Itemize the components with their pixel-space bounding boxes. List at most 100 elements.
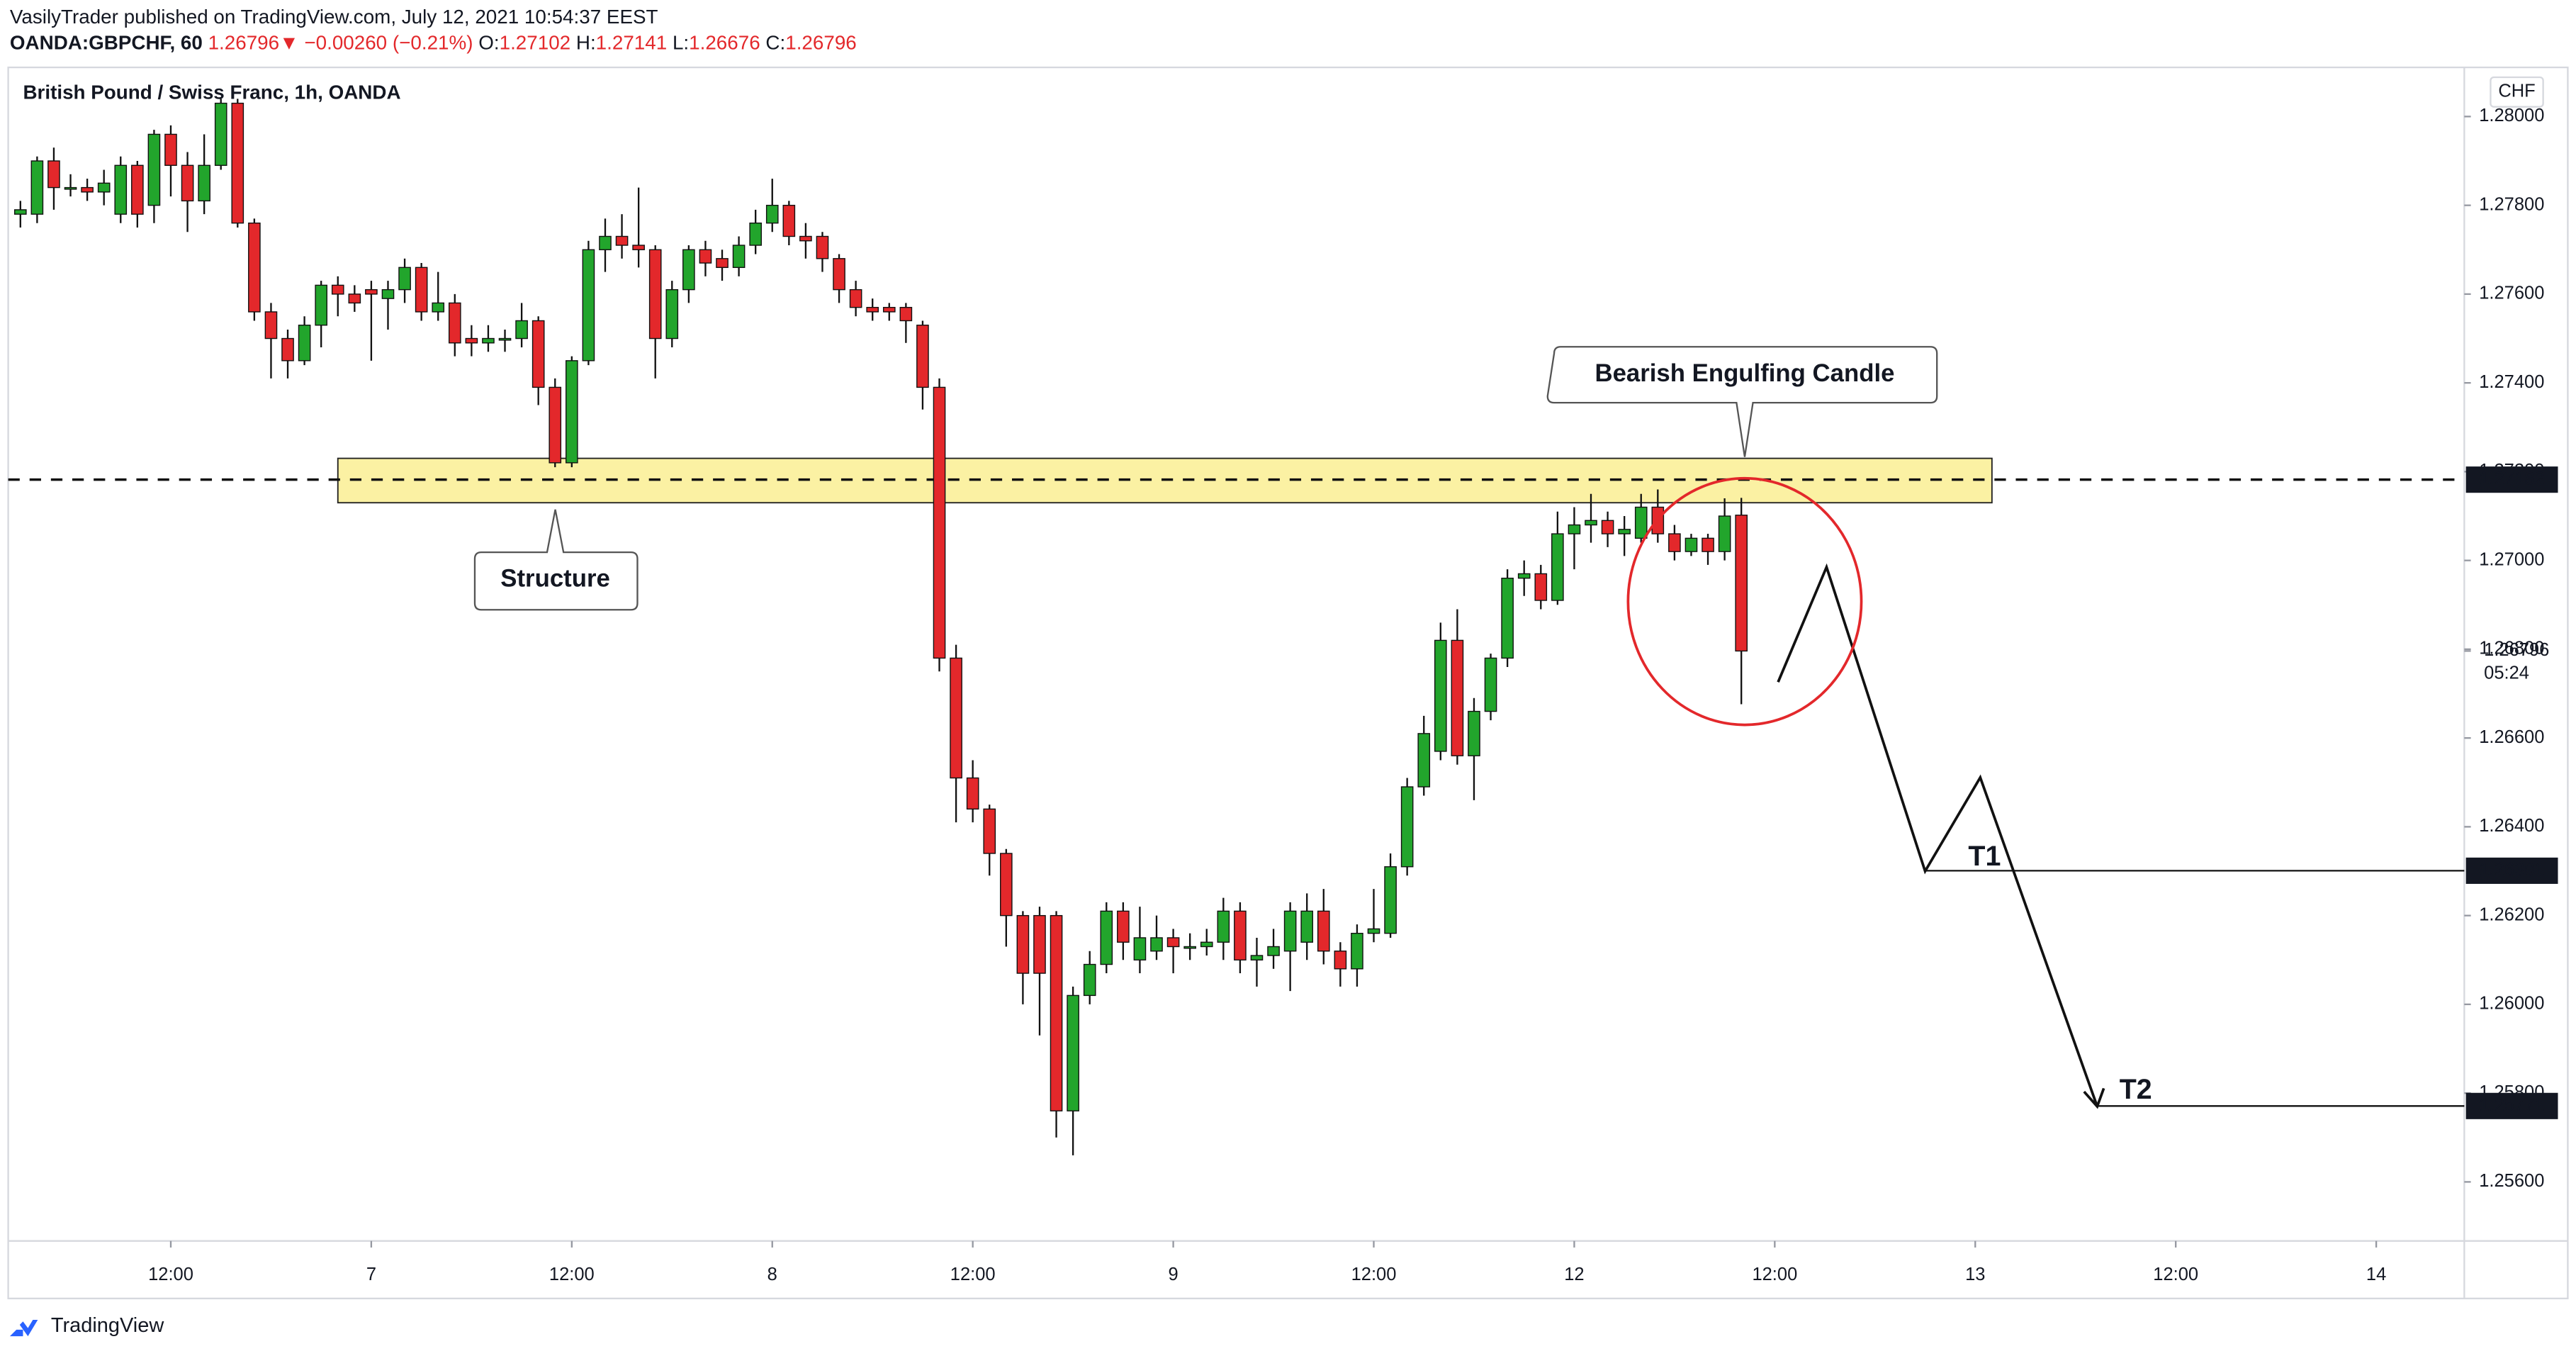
candle-body <box>1067 994 1079 1111</box>
candle-body <box>1501 578 1514 659</box>
candle-body <box>531 320 545 388</box>
y-tick-label: 1.27800 <box>2479 194 2544 214</box>
price: 1.26796 <box>208 32 280 54</box>
currency-box <box>2490 76 2544 108</box>
candle-body <box>983 808 996 854</box>
y-tick-label: 1.28000 <box>2479 106 2544 125</box>
candle-body <box>331 284 344 295</box>
candle-body <box>1400 786 1414 868</box>
candle-body <box>482 337 495 344</box>
brand: TradingView <box>51 1314 164 1337</box>
ohlc-l-label: L: <box>673 32 689 54</box>
candle-body <box>799 235 812 242</box>
candle-body <box>81 186 94 193</box>
candle-body <box>549 386 562 464</box>
candle-body <box>1033 914 1046 974</box>
candle-body <box>1351 932 1363 970</box>
candle-body <box>164 133 177 166</box>
structure-callout <box>473 509 639 611</box>
x-tick-label: 8 <box>767 1265 777 1284</box>
candle-body <box>849 288 862 308</box>
candle-body <box>1217 910 1230 943</box>
candle-body <box>1166 937 1180 948</box>
candle-body <box>147 133 161 206</box>
engulfing-callout <box>1546 346 1938 457</box>
candle-body <box>47 160 60 189</box>
candle-body <box>1702 537 1714 552</box>
x-tick-label: 14 <box>2366 1265 2386 1284</box>
candle-body <box>1234 910 1247 960</box>
publisher: VasilyTrader published on TradingView.co… <box>10 6 658 28</box>
projection-path <box>1777 563 2099 1107</box>
candle-body <box>1367 928 1380 934</box>
candle-body <box>933 386 946 659</box>
candle-body <box>1016 914 1030 974</box>
candle-body <box>1384 866 1397 934</box>
x-tick-label: 13 <box>1965 1265 1985 1284</box>
candle-body <box>1300 910 1314 943</box>
y-tick-label: 1.26000 <box>2479 994 2544 1014</box>
y-tick-label: 1.26600 <box>2479 727 2544 747</box>
change: −0.00260 (−0.21%) <box>304 32 473 54</box>
candle-body <box>114 164 128 215</box>
candle-body <box>716 258 729 269</box>
candle-body <box>131 164 144 215</box>
candle-body <box>816 235 829 259</box>
candle-body <box>1484 657 1497 712</box>
candle-body <box>1517 573 1531 579</box>
ohlc-o: 1.27102 <box>500 32 571 54</box>
t1-label: T1 <box>1968 841 2001 872</box>
candle-body <box>1568 524 1581 534</box>
candle-body <box>315 284 327 326</box>
candle-body <box>1718 515 1731 552</box>
candle-body <box>950 657 962 779</box>
candle-body <box>1083 963 1096 997</box>
candle-body <box>833 258 845 291</box>
countdown: 05:24 <box>2484 663 2529 683</box>
currency: CHF <box>2498 82 2535 101</box>
candle-body <box>1133 937 1147 960</box>
last-price: 1.26796 <box>2484 640 2549 660</box>
y-tick-label: 1.27000 <box>2479 549 2544 569</box>
level-tag <box>2465 857 2558 884</box>
chart-frame <box>7 66 2569 1300</box>
candle-body <box>1267 946 1280 956</box>
candle-body <box>1000 853 1013 917</box>
candle-body <box>1283 910 1297 952</box>
candle-body <box>515 320 528 340</box>
candle-body <box>866 306 879 313</box>
candle-body <box>281 337 294 362</box>
candle-body <box>1634 506 1648 539</box>
candle-body <box>1534 573 1548 601</box>
ohlc-h: 1.27141 <box>596 32 668 54</box>
ohlc-h-label: H: <box>576 32 596 54</box>
t2-label: T2 <box>2120 1074 2152 1105</box>
x-tick-label: 12:00 <box>1351 1265 1397 1284</box>
candle-body <box>97 182 111 193</box>
y-tick-label: 1.26800 <box>2479 639 2544 659</box>
candle-body <box>1668 533 1681 552</box>
candle-body <box>1601 520 1614 534</box>
candle-body <box>1551 533 1564 601</box>
candle-body <box>1451 639 1464 756</box>
candle-body <box>1100 910 1113 965</box>
level-tag <box>2465 1092 2558 1119</box>
candle-body <box>782 204 796 237</box>
ohlc-c: 1.26796 <box>785 32 857 54</box>
candle-body <box>566 360 578 464</box>
logo: TradingView <box>9 1314 164 1337</box>
candle-body <box>699 249 712 264</box>
candle-body <box>365 288 378 295</box>
candle-body <box>415 267 428 313</box>
candle-body <box>64 186 77 190</box>
candle-body <box>765 204 779 224</box>
y-tick-label: 1.27600 <box>2479 284 2544 303</box>
ohlc-o-label: O: <box>478 32 499 54</box>
x-tick-label: 9 <box>1168 1265 1178 1284</box>
level-tag-label: 1.27182 <box>2480 469 2545 488</box>
y-tick-label: 1.27400 <box>2479 372 2544 392</box>
candle-body <box>381 288 395 299</box>
candle-body <box>264 311 278 340</box>
ohlc-c-label: C: <box>765 32 785 54</box>
